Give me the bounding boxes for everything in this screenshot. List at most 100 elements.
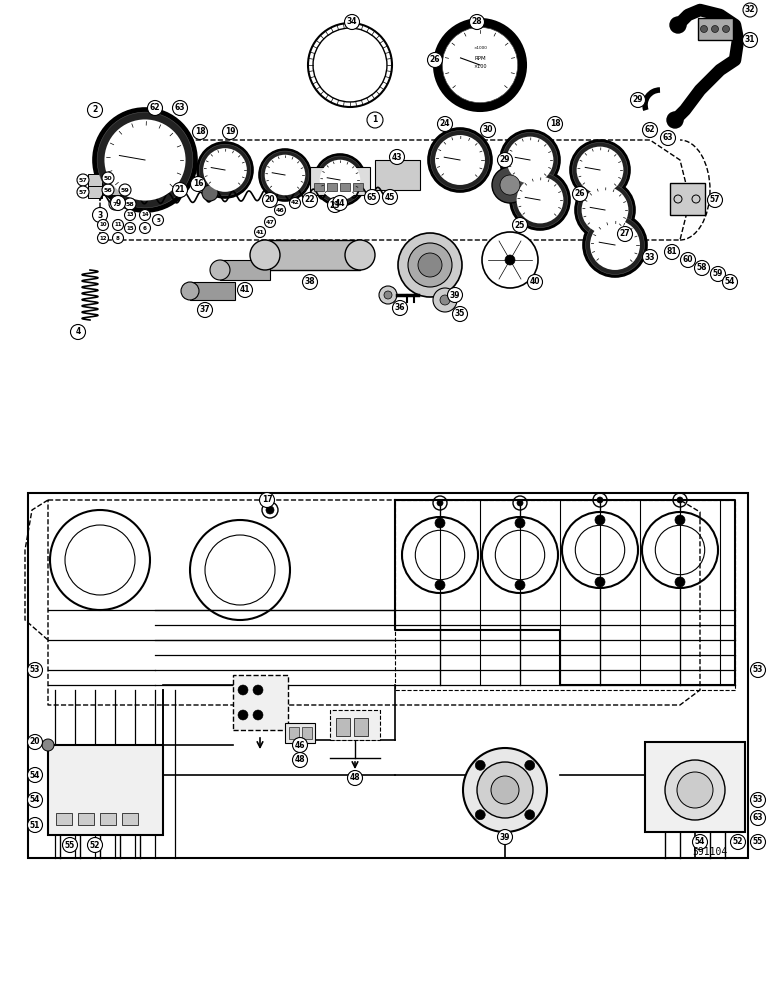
- Text: 41: 41: [240, 286, 250, 294]
- Text: 12: 12: [100, 235, 107, 240]
- Text: 11: 11: [114, 223, 122, 228]
- Circle shape: [140, 223, 151, 233]
- Circle shape: [347, 770, 363, 786]
- Text: 54: 54: [695, 838, 705, 846]
- Bar: [330, 710, 380, 740]
- Circle shape: [433, 288, 457, 312]
- Circle shape: [293, 738, 307, 752]
- Circle shape: [250, 240, 280, 270]
- Circle shape: [124, 210, 136, 221]
- Circle shape: [253, 710, 263, 720]
- Bar: [336, 718, 350, 736]
- Circle shape: [390, 149, 405, 164]
- Text: 62: 62: [150, 104, 161, 112]
- Bar: [698, 18, 733, 40]
- Text: 3: 3: [97, 211, 103, 220]
- Circle shape: [28, 792, 42, 808]
- Text: 8: 8: [116, 235, 120, 240]
- Circle shape: [262, 192, 277, 208]
- Bar: [645, 742, 745, 832]
- Circle shape: [452, 306, 468, 322]
- Circle shape: [570, 140, 630, 200]
- Text: 9: 9: [115, 198, 120, 208]
- Circle shape: [434, 19, 526, 111]
- Circle shape: [314, 154, 366, 206]
- Circle shape: [513, 218, 527, 232]
- Circle shape: [113, 220, 124, 231]
- Bar: [28, 493, 748, 858]
- Text: 53: 53: [753, 796, 764, 804]
- Bar: [340, 183, 350, 191]
- Circle shape: [712, 25, 719, 32]
- Circle shape: [238, 685, 248, 695]
- Circle shape: [631, 93, 645, 107]
- Circle shape: [525, 760, 535, 770]
- Circle shape: [723, 25, 730, 32]
- Circle shape: [500, 175, 520, 195]
- Circle shape: [265, 155, 305, 195]
- Circle shape: [677, 497, 683, 503]
- Text: 81: 81: [667, 247, 677, 256]
- Circle shape: [259, 149, 311, 201]
- Circle shape: [585, 216, 645, 274]
- Circle shape: [597, 497, 603, 503]
- Circle shape: [497, 152, 513, 167]
- Circle shape: [692, 834, 707, 850]
- Circle shape: [515, 580, 525, 590]
- Text: 58: 58: [697, 263, 707, 272]
- Text: 32: 32: [745, 5, 755, 14]
- Circle shape: [93, 208, 107, 223]
- Circle shape: [199, 144, 251, 196]
- Circle shape: [265, 217, 276, 228]
- Circle shape: [675, 515, 685, 525]
- Circle shape: [147, 101, 162, 115]
- Circle shape: [723, 274, 737, 290]
- Circle shape: [618, 227, 632, 241]
- Circle shape: [275, 205, 286, 216]
- Text: 45: 45: [384, 192, 395, 202]
- Text: 35: 35: [455, 310, 466, 318]
- Circle shape: [595, 577, 605, 587]
- Text: 54: 54: [30, 796, 40, 804]
- Circle shape: [435, 135, 485, 185]
- Circle shape: [238, 282, 252, 298]
- Circle shape: [382, 190, 398, 205]
- Circle shape: [442, 27, 518, 103]
- Circle shape: [253, 685, 263, 695]
- Text: 36: 36: [394, 304, 405, 312]
- Circle shape: [303, 274, 317, 290]
- Bar: [88, 174, 102, 186]
- Circle shape: [97, 232, 109, 243]
- Text: 7: 7: [113, 202, 117, 207]
- Text: 62: 62: [645, 125, 655, 134]
- Circle shape: [93, 108, 197, 212]
- Text: 31: 31: [745, 35, 755, 44]
- Circle shape: [710, 266, 726, 282]
- Text: 57: 57: [79, 178, 87, 182]
- Text: RPM: RPM: [474, 55, 486, 60]
- Circle shape: [642, 122, 658, 137]
- Text: 2: 2: [93, 105, 97, 114]
- Circle shape: [750, 810, 766, 826]
- Text: 24: 24: [440, 119, 450, 128]
- Text: 53: 53: [30, 666, 40, 674]
- Circle shape: [192, 124, 208, 139]
- Text: 44: 44: [335, 198, 345, 208]
- Circle shape: [191, 176, 205, 192]
- Circle shape: [345, 240, 375, 270]
- Bar: [670, 183, 705, 215]
- Text: 591104: 591104: [692, 847, 728, 857]
- Circle shape: [577, 147, 624, 193]
- Circle shape: [448, 288, 462, 302]
- Text: 39: 39: [450, 290, 460, 300]
- Bar: [310, 167, 370, 195]
- Text: 39: 39: [499, 832, 510, 842]
- Text: 40: 40: [530, 277, 540, 286]
- Bar: [122, 813, 138, 825]
- Circle shape: [665, 244, 679, 259]
- Text: 50: 50: [103, 176, 112, 180]
- Circle shape: [63, 838, 77, 852]
- Text: 16: 16: [193, 180, 203, 188]
- Circle shape: [440, 295, 450, 305]
- Circle shape: [438, 116, 452, 131]
